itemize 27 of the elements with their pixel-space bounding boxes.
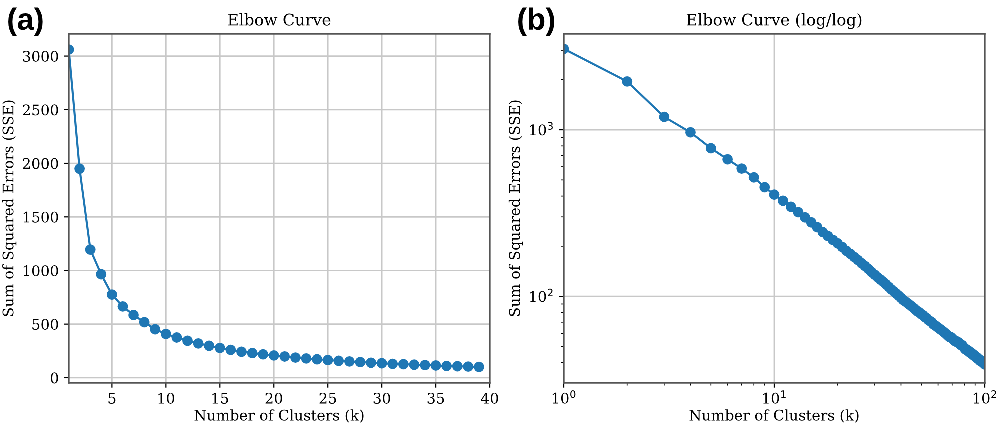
y-tick-label: 1500: [24, 212, 58, 223]
y-axis-title: Sum of Squared Errors (SSE): [2, 100, 17, 316]
x-tick-label: 30: [374, 392, 390, 404]
y-axis-title: Sum of Squared Errors (SSE): [508, 100, 524, 316]
x-tick-label: 10$^{1}$: [763, 390, 786, 404]
x-tick-label: 25: [320, 392, 336, 404]
x-tick-label: 40: [481, 392, 498, 404]
x-tick-label: 15: [212, 392, 228, 404]
y-tick-label: 3000: [23, 51, 58, 62]
x-axis-title: Number of Clusters (k): [690, 410, 859, 423]
y-tick-label: 1000: [24, 265, 58, 276]
x-tick-label: 10$^{2}$: [974, 390, 996, 404]
x-tick-label: 20: [266, 392, 282, 404]
y-tick-label: 2000: [23, 158, 58, 170]
y-tick-label: 2500: [23, 104, 58, 116]
x-tick-label: 35: [428, 392, 444, 404]
text: (b): [518, 8, 554, 36]
x-tick-label: 5: [108, 393, 116, 404]
text: (a): [8, 8, 43, 36]
y-tick-label: 0: [50, 372, 58, 384]
x-tick-label: 10$^{0}$: [552, 390, 576, 404]
x-axis-title: Number of Clusters (k): [194, 410, 364, 423]
x-tick-label: 10: [158, 392, 174, 404]
chart-title: Elbow Curve (log/log): [686, 14, 862, 30]
y-tick-label: 10$^{3}$: [530, 122, 553, 136]
chart-title: Elbow Curve: [228, 14, 331, 26]
y-tick-label: 500: [32, 319, 58, 330]
